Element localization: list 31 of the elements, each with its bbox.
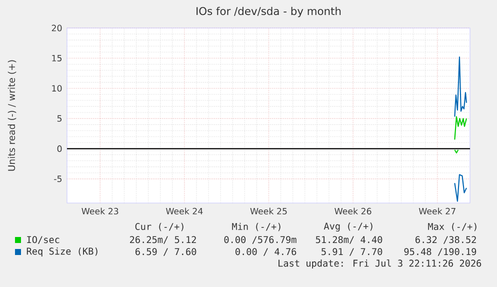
text: Last update: Fri Jul 3 22:11:26 2026	[278, 259, 482, 269]
line-series	[454, 56, 468, 118]
text: Cur (-/+)	[135, 222, 184, 232]
x-tick-label: Week 27	[418, 208, 456, 214]
text: 5.91 / 7.70	[322, 248, 382, 256]
y-tick-label: 5	[57, 115, 62, 122]
text: Max (-/+)	[428, 222, 476, 232]
y-tick-label: 10	[52, 85, 62, 92]
x-tick-label: Week 24	[166, 208, 203, 214]
text: Avg (-/+)	[324, 222, 372, 232]
y-tick-label: 15	[52, 54, 62, 62]
legend-label: Req Size (KB)	[26, 247, 98, 257]
text: 95.48 /190.19	[404, 248, 476, 256]
legend-label: IO/sec	[27, 236, 60, 244]
y-tick-label: 0	[57, 145, 62, 152]
x-tick-label: Week 23	[82, 208, 118, 214]
text: 26.25m/ 5.12	[130, 236, 196, 244]
y-axis-title: Units read (-) / write (+)	[8, 60, 16, 171]
line-series	[454, 174, 468, 202]
x-tick-label: Week 25	[250, 208, 287, 214]
text: 6.59 / 7.60	[136, 248, 196, 256]
line-series	[454, 116, 468, 140]
y-tick-label: -5	[54, 176, 62, 182]
text: 0.00 /576.79m	[224, 236, 296, 244]
chart-title: IOs for /dev/sda - by month	[196, 6, 341, 18]
text: 0.00 / 4.76	[236, 248, 296, 256]
text: 51.28m/ 4.40	[316, 236, 382, 244]
x-tick-label: Week 26	[334, 208, 372, 214]
text: Min (-/+)	[232, 222, 280, 232]
text: 6.32 /38.52	[416, 236, 476, 244]
y-tick-label: 20	[52, 24, 62, 32]
